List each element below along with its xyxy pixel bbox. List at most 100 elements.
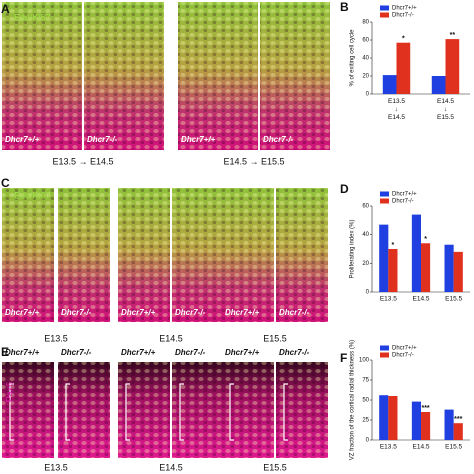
bar (388, 396, 398, 440)
stage-label: E13.5 → E14.5 (52, 156, 113, 166)
legend-swatch (380, 198, 389, 204)
micrograph-texture (84, 2, 164, 150)
panel-letter: E (1, 345, 9, 359)
panel-letter: A (1, 2, 10, 16)
significance-label: ** (450, 32, 456, 39)
y-tick-label: 25 (362, 418, 369, 424)
y-tick-label: 50 (362, 398, 369, 404)
panel-letter: F (340, 351, 347, 365)
y-axis-label: VZ fraction of the cortical radial thick… (350, 340, 356, 460)
bar (453, 423, 463, 440)
y-tick-label: 60 (362, 38, 369, 44)
y-tick-label: 60 (362, 204, 369, 210)
stain-label: Edu/Ki67 (14, 12, 51, 22)
micrograph-texture (172, 188, 224, 322)
x-tick-label: E15.5 (445, 444, 462, 451)
micrograph-texture (118, 188, 170, 322)
panel-letter: D (340, 182, 349, 196)
y-tick-label: 20 (362, 74, 369, 80)
legend-label: Dhcr7-/- (392, 353, 414, 359)
micrograph-texture (58, 188, 110, 322)
bar (444, 244, 454, 292)
genotype-label: Dhcr7-/- (87, 135, 118, 144)
genotype-label: Dhcr7+/+ (181, 135, 216, 144)
x-tick-label: E15.5 (445, 296, 462, 303)
micrograph-texture (178, 2, 258, 150)
genotype-label: Dhcr7+/+ (225, 348, 260, 357)
genotype-label: Dhcr7+/+ (5, 348, 40, 357)
vz-bracket (9, 383, 14, 441)
bar (411, 214, 421, 292)
genotype-label: Dhcr7+/+ (225, 308, 260, 317)
legend-swatch (380, 5, 389, 11)
vz-bracket (179, 383, 184, 441)
genotype-label: Dhcr7-/- (61, 308, 92, 317)
genotype-label: Dhcr7+/+ (5, 308, 40, 317)
vz-bracket (125, 383, 130, 441)
bar (421, 243, 431, 292)
micrograph-texture (276, 362, 328, 458)
y-tick-label: 40 (362, 56, 369, 62)
genotype-label: Dhcr7+/+ (121, 308, 156, 317)
y-tick-label: 40 (362, 232, 369, 238)
vz-bracket (65, 383, 70, 441)
bar (421, 412, 431, 440)
legend-label: Dhcr7-/- (392, 13, 414, 19)
micrograph-texture (2, 362, 54, 458)
x-tick-label: E14.5 ↓ E15.5 (437, 98, 454, 121)
micrograph-texture (222, 362, 274, 458)
stage-label: E14.5 (159, 462, 183, 472)
genotype-label: Dhcr7-/- (279, 348, 310, 357)
y-axis-label: Proliferating index (%) (350, 219, 356, 278)
genotype-label: Dhcr7-/- (279, 308, 310, 317)
y-tick-label: 0 (366, 92, 370, 98)
stain-label: Pax6 (4, 382, 14, 403)
x-tick-label: E14.5 (413, 444, 430, 451)
genotype-label: Dhcr7+/+ (121, 348, 156, 357)
bar (444, 409, 454, 440)
bar (396, 42, 411, 94)
genotype-label: Dhcr7-/- (175, 308, 206, 317)
micrograph-texture (172, 362, 224, 458)
stage-label: E15.5 (263, 462, 287, 472)
micrograph-texture (260, 2, 330, 150)
vz-bracket (283, 383, 288, 441)
genotype-label: Dhcr7-/- (263, 135, 294, 144)
legend-label: Dhcr7-/- (392, 199, 414, 205)
stage-label: E13.5 (44, 462, 68, 472)
genotype-label: Dhcr7-/- (61, 348, 92, 357)
stage-label: E14.5 (159, 333, 183, 343)
genotype-label: Dhcr7-/- (175, 348, 206, 357)
panel-letter: C (1, 176, 10, 190)
stage-label: E15.5 (263, 333, 287, 343)
y-axis-label: % of exiting cell cycle (350, 29, 356, 87)
y-tick-label: 100 (359, 358, 370, 364)
panel-letter: B (340, 0, 349, 14)
legend-swatch (380, 191, 389, 197)
bar (431, 76, 446, 94)
significance-label: * (424, 236, 427, 243)
legend-label: Dhcr7+/+ (392, 192, 417, 198)
bar (388, 249, 398, 292)
x-tick-label: E13.5 ↓ E14.5 (388, 98, 405, 121)
stain-label: Edu/Ki67 (14, 190, 51, 200)
micrograph-texture (276, 188, 328, 322)
x-tick-label: E13.5 (380, 444, 397, 451)
stage-label: E13.5 (44, 333, 68, 343)
bar (445, 39, 460, 94)
y-tick-label: 0 (366, 290, 370, 296)
genotype-label: Dhcr7+/+ (5, 135, 40, 144)
stage-label: E14.5 → E15.5 (223, 156, 284, 166)
x-tick-label: E13.5 (380, 296, 397, 303)
micrograph-texture (58, 362, 110, 458)
x-tick-label: E14.5 (413, 296, 430, 303)
micrograph-texture (118, 362, 170, 458)
y-tick-label: 80 (362, 20, 369, 26)
legend-swatch (380, 12, 389, 18)
micrograph-texture (222, 188, 274, 322)
legend-swatch (380, 352, 389, 358)
significance-label: *** (454, 416, 462, 423)
significance-label: * (392, 242, 395, 249)
legend-swatch (380, 345, 389, 351)
significance-label: * (402, 36, 405, 43)
